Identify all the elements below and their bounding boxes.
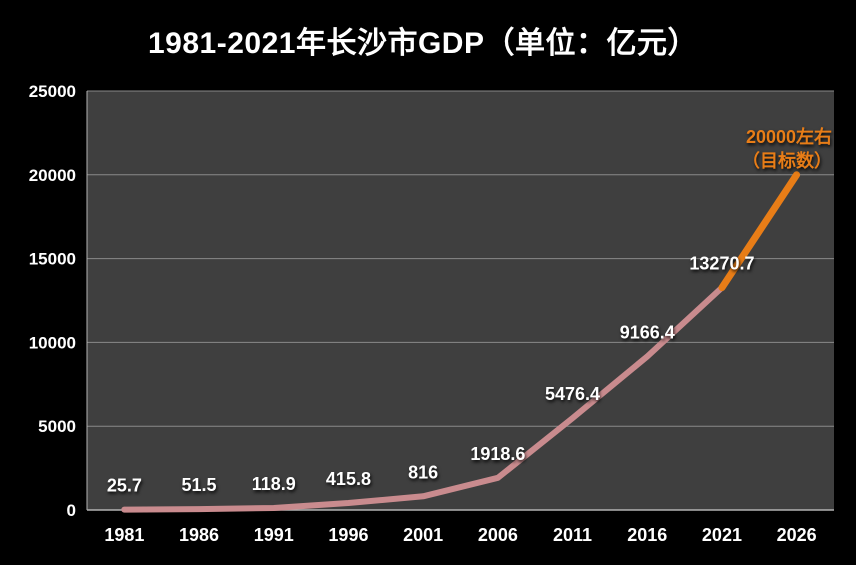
plot-area bbox=[87, 91, 834, 510]
target-annotation: 20000左右 bbox=[746, 126, 832, 147]
data-label: 25.7 bbox=[107, 476, 142, 496]
data-label: 118.9 bbox=[252, 474, 296, 494]
y-axis-tick-label: 15000 bbox=[29, 250, 76, 269]
y-axis-tick-label: 10000 bbox=[29, 333, 76, 352]
gdp-line-target bbox=[718, 171, 801, 292]
x-axis-tick-label: 2026 bbox=[777, 525, 817, 545]
x-axis-tick-label: 2001 bbox=[403, 525, 443, 545]
x-axis-tick-label: 1996 bbox=[328, 525, 368, 545]
y-axis-tick-label: 20000 bbox=[29, 166, 76, 185]
x-axis-tick-label: 1991 bbox=[254, 525, 294, 545]
y-axis-tick-label: 25000 bbox=[29, 82, 76, 101]
data-label: 1918.6 bbox=[470, 444, 525, 464]
x-axis-tick-label: 1986 bbox=[179, 525, 219, 545]
x-axis-tick-label: 2021 bbox=[702, 525, 742, 545]
gdp-line-historical bbox=[121, 284, 725, 513]
target-annotation: （目标数） bbox=[742, 150, 832, 171]
data-label: 5476.4 bbox=[545, 384, 600, 404]
data-label: 9166.4 bbox=[620, 322, 675, 342]
data-label: 13270.7 bbox=[689, 254, 754, 274]
y-axis-tick-label: 5000 bbox=[38, 417, 76, 436]
data-label: 816 bbox=[408, 462, 438, 482]
data-label: 415.8 bbox=[326, 469, 371, 489]
x-axis-tick-label: 1981 bbox=[104, 525, 144, 545]
chart-title: 1981-2021年长沙市GDP（单位：亿元） bbox=[148, 27, 698, 60]
x-axis-tick-label: 2016 bbox=[627, 525, 667, 545]
y-axis-tick-label: 0 bbox=[67, 501, 76, 520]
x-axis-tick-label: 2006 bbox=[478, 525, 518, 545]
x-axis-tick-label: 2011 bbox=[553, 525, 592, 545]
data-label: 51.5 bbox=[182, 475, 217, 495]
